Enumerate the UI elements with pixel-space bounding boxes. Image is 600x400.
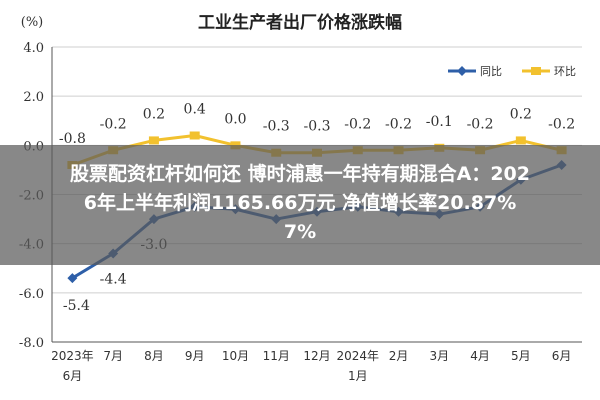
- y-tick-label: -8.0: [19, 336, 44, 351]
- x-tick-label: 2024年: [336, 349, 379, 363]
- x-tick-label: 10月: [222, 349, 249, 363]
- data-label: -0.2: [344, 116, 371, 132]
- x-tick-label: 3月: [429, 349, 449, 363]
- data-label: -0.2: [385, 116, 412, 132]
- x-tick-label: 6月: [63, 369, 83, 383]
- x-tick-label: 12月: [303, 349, 330, 363]
- data-label: 0.2: [510, 106, 532, 122]
- data-label: -5.4: [63, 298, 90, 314]
- data-label: 0.2: [143, 106, 165, 122]
- x-tick-label: 4月: [470, 349, 490, 363]
- x-tick-label: 5月: [511, 349, 531, 363]
- y-tick-label: 4.0: [23, 41, 44, 56]
- x-tick-label: 2月: [389, 349, 409, 363]
- chart-title: 工业生产者出厂价格涨跌幅: [198, 12, 402, 33]
- data-label: 0.0: [224, 111, 246, 127]
- x-tick-label: 8月: [144, 349, 164, 363]
- x-tick-label: 2023年: [51, 349, 94, 363]
- legend-label: 环比: [554, 65, 576, 78]
- x-tick-label: 9月: [185, 349, 205, 363]
- legend-label: 同比: [480, 65, 502, 78]
- x-tick-label: 6月: [552, 349, 572, 363]
- y-tick-label: 2.0: [23, 90, 44, 105]
- overlay-headline: 股票配资杠杆如何还 博时浦惠一年持有期混合A：202 6年上半年利润1165.6…: [70, 163, 530, 243]
- x-tick-label: 11月: [263, 349, 290, 363]
- data-point: [515, 136, 526, 145]
- data-label: -0.2: [467, 116, 494, 132]
- y-tick-label: -6.0: [19, 287, 44, 302]
- legend-marker: [457, 66, 467, 76]
- overlay-banner: [0, 145, 600, 265]
- data-point: [189, 131, 200, 140]
- x-tick-label: 7月: [103, 349, 123, 363]
- data-label: -0.3: [263, 119, 290, 135]
- data-label: -4.4: [100, 272, 127, 288]
- data-point: [148, 136, 159, 145]
- data-label: -0.8: [59, 131, 86, 147]
- data-label: -0.1: [426, 114, 453, 130]
- y-axis-label: (%): [21, 15, 44, 30]
- x-tick-label: 1月: [348, 369, 368, 383]
- data-label: -0.3: [304, 119, 331, 135]
- data-label: -0.2: [548, 116, 575, 132]
- data-point: [67, 273, 78, 284]
- data-label: -0.2: [100, 116, 127, 132]
- legend-marker: [531, 67, 541, 75]
- data-label: 0.4: [184, 102, 206, 118]
